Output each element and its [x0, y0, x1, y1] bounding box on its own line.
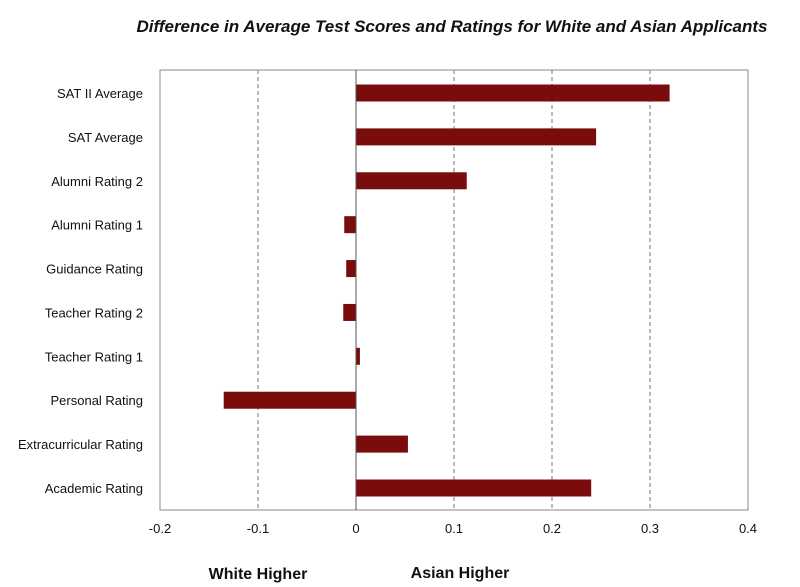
- category-label: Alumni Rating 1: [51, 218, 143, 233]
- bar: [356, 479, 592, 497]
- x-tick-label: -0.1: [247, 521, 269, 536]
- x-tick-label: 0.2: [543, 521, 561, 536]
- category-label: Guidance Rating: [46, 262, 143, 277]
- category-label: Personal Rating: [51, 393, 144, 408]
- bar: [356, 84, 670, 102]
- bar: [223, 391, 356, 409]
- bar: [356, 435, 408, 453]
- x-tick-label: 0.3: [641, 521, 659, 536]
- category-label: SAT II Average: [57, 86, 143, 101]
- bar: [356, 128, 597, 146]
- category-label: Academic Rating: [45, 481, 143, 496]
- bar: [346, 260, 356, 278]
- x-tick-labels: -0.2 -0.1 0 0.1 0.2 0.3 0.4: [149, 521, 757, 536]
- x-tick-label: 0.1: [445, 521, 463, 536]
- x-tick-label: 0.4: [739, 521, 757, 536]
- bars: [223, 84, 670, 497]
- x-tick-label: -0.2: [149, 521, 171, 536]
- category-labels: SAT II Average SAT Average Alumni Rating 2…: [18, 86, 143, 496]
- plot-frame: [159, 69, 749, 511]
- bar: [356, 347, 360, 365]
- x-tick-label: 0: [352, 521, 359, 536]
- bar: [343, 303, 356, 321]
- bar: [356, 172, 467, 190]
- category-label: Teacher Rating 1: [45, 349, 143, 364]
- category-label: Alumni Rating 2: [51, 174, 143, 189]
- category-label: Extracurricular Rating: [18, 437, 143, 452]
- white-higher-label: White Higher: [209, 566, 308, 583]
- chart-title: Difference in Average Test Scores and Ra…: [136, 17, 767, 36]
- category-label: Teacher Rating 2: [45, 305, 143, 320]
- category-label: SAT Average: [68, 130, 143, 145]
- asian-higher-label: Asian Higher: [411, 565, 510, 582]
- bar: [344, 216, 356, 234]
